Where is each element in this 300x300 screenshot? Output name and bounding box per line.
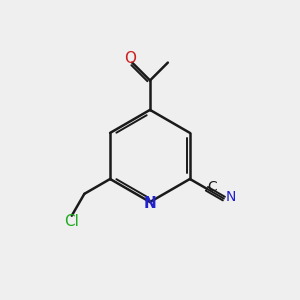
Text: Cl: Cl bbox=[64, 214, 79, 229]
Text: O: O bbox=[124, 51, 136, 66]
Text: N: N bbox=[226, 190, 236, 204]
Text: N: N bbox=[144, 196, 156, 211]
Text: C: C bbox=[207, 180, 217, 194]
